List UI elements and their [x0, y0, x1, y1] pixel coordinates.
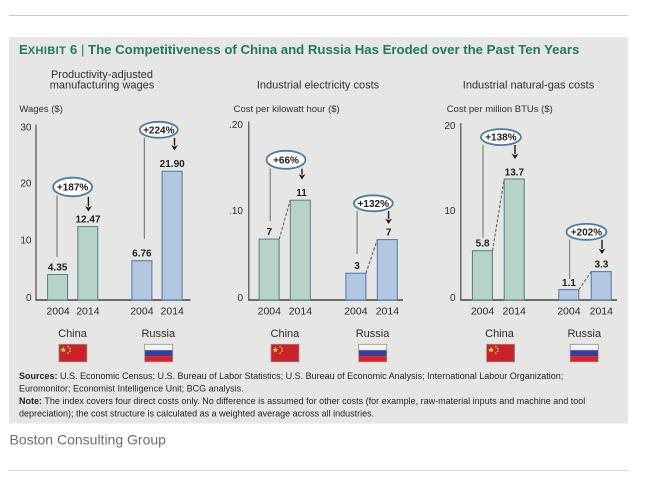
- svg-text:3.3: 3.3: [594, 259, 608, 270]
- svg-text:.10: .10: [229, 206, 243, 217]
- svg-text:2004: 2004: [471, 305, 495, 317]
- svg-text:6.76: 6.76: [132, 249, 152, 260]
- svg-text:Productivity-adjusted: Productivity-adjusted: [51, 69, 153, 81]
- svg-text:Russia: Russia: [141, 328, 176, 340]
- svg-text:20: 20: [444, 121, 456, 132]
- svg-text:.20: .20: [229, 120, 243, 131]
- svg-text:+138%: +138%: [485, 133, 517, 144]
- svg-text:21.90: 21.90: [160, 159, 185, 170]
- svg-text:Russia: Russia: [567, 328, 602, 340]
- svg-text:5.8: 5.8: [476, 239, 490, 250]
- svg-text:13.7: 13.7: [505, 167, 525, 178]
- svg-text:2014: 2014: [590, 305, 614, 317]
- svg-text:2004: 2004: [46, 305, 70, 317]
- svg-text:2014: 2014: [376, 305, 400, 317]
- svg-text:12.47: 12.47: [75, 215, 100, 226]
- svg-text:Cost per kilowatt hour ($): Cost per kilowatt hour ($): [234, 104, 340, 115]
- svg-text:3: 3: [354, 261, 360, 272]
- svg-text:Cost per million BTUs ($): Cost per million BTUs ($): [447, 104, 553, 115]
- svg-text:2004: 2004: [130, 305, 154, 317]
- svg-text:7: 7: [267, 227, 273, 238]
- svg-text:0: 0: [450, 293, 456, 304]
- svg-text:Boston Consulting Group: Boston Consulting Group: [10, 432, 167, 448]
- svg-text:30: 30: [20, 123, 32, 134]
- svg-text:+132%: +132%: [358, 199, 390, 210]
- svg-text:Industrial electricity costs: Industrial electricity costs: [257, 80, 380, 92]
- svg-text:depreciation); the cost struct: depreciation); the cost structure is cal…: [19, 409, 374, 419]
- svg-text:Sources: U.S. Economic Census;: Sources: U.S. Economic Census; U.S. Bure…: [19, 371, 563, 381]
- svg-text:Wages ($): Wages ($): [19, 104, 62, 115]
- svg-text:manufacturing wages: manufacturing wages: [50, 80, 155, 92]
- svg-text:10: 10: [20, 236, 32, 247]
- svg-text:Note: The index covers four di: Note: The index covers four direct costs…: [19, 396, 585, 406]
- svg-text:4.35: 4.35: [48, 263, 68, 274]
- svg-text:20: 20: [20, 178, 32, 189]
- svg-text:0: 0: [26, 293, 32, 304]
- svg-text:1.1: 1.1: [562, 278, 576, 289]
- svg-text:China: China: [271, 328, 301, 340]
- svg-text:2014: 2014: [76, 305, 100, 317]
- svg-text:+224%: +224%: [143, 125, 175, 136]
- svg-text:2004: 2004: [258, 305, 282, 317]
- svg-text:2004: 2004: [344, 305, 368, 317]
- svg-text:Industrial natural-gas costs: Industrial natural-gas costs: [463, 80, 595, 92]
- svg-text:+66%: +66%: [273, 155, 299, 166]
- svg-text:EXHIBIT 6 | The Competitivenes: EXHIBIT 6 | The Competitiveness of China…: [19, 42, 579, 57]
- svg-text:Euromonitor; Economist Intelli: Euromonitor; Economist Intelligence Unit…: [19, 384, 244, 394]
- svg-text:+202%: +202%: [571, 227, 603, 238]
- svg-text:2014: 2014: [289, 305, 313, 317]
- svg-text:2014: 2014: [503, 305, 527, 317]
- svg-text:10: 10: [444, 206, 456, 217]
- svg-text:0: 0: [237, 293, 243, 304]
- svg-text:7: 7: [386, 228, 392, 239]
- svg-text:2014: 2014: [161, 305, 185, 317]
- svg-text:2004: 2004: [557, 305, 581, 317]
- svg-text:China: China: [58, 328, 88, 340]
- svg-text:11: 11: [296, 188, 307, 199]
- svg-text:Russia: Russia: [356, 328, 391, 340]
- svg-text:China: China: [485, 328, 515, 340]
- svg-text:+187%: +187%: [57, 183, 89, 194]
